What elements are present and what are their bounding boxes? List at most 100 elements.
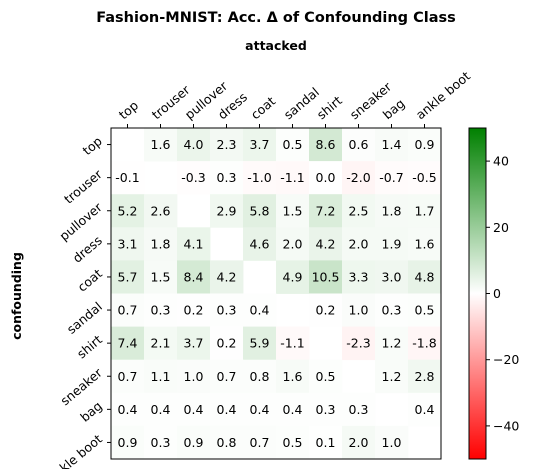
heatmap-cell [408,293,442,327]
cell-value-label: 4.2 [217,269,237,284]
heatmap-cell [210,260,244,294]
heatmap-cell [177,227,211,261]
heatmap-cell [375,128,409,162]
heatmap-cell [408,227,442,261]
cell-value-label: 0.8 [250,369,270,384]
heatmap-cell [408,392,442,427]
cell-value-label: 0.5 [283,137,303,152]
cell-value-label: -1.0 [247,170,271,185]
y-tick-label: ankle boot [45,431,105,469]
x-tick-label: coat [248,93,278,122]
cell-value-label: 2.0 [349,236,369,251]
heatmap-cell [276,260,310,294]
cell-value-label: 0.2 [316,303,336,318]
heatmap-cell [177,128,211,162]
heatmap-cell [375,260,409,294]
cell-value-label: -0.1 [115,170,139,185]
heatmap-cell [375,293,409,327]
heatmap-cell [144,425,178,460]
heatmap-cell [243,392,277,427]
cell-value-label: 3.1 [118,236,138,251]
heatmap-cell [276,161,310,195]
cell-value-label: 5.9 [250,336,270,351]
heatmap-cell [177,260,211,294]
cell-value-label: 0.3 [217,170,237,185]
heatmap-cell [177,161,211,195]
cell-value-label: 3.3 [349,269,369,284]
cell-value-label: 0.4 [151,402,171,417]
cell-value-label: 5.2 [118,203,138,218]
heatmap-cell [375,194,409,228]
cell-value-label: 2.5 [349,203,369,218]
heatmap-cell [210,326,244,361]
heatmap-cell [177,359,211,394]
heatmap-cell [375,359,409,394]
heatmap-cell-labels: 1.6 4.0 2.3 3.7 0.5 8.6 0.6 1.4 0.9 -0.1 -0.3 0.3 -1… [115,137,436,450]
cell-value-label: -0.5 [412,170,436,185]
cell-value-label: 8.4 [184,269,204,284]
plot-frame [110,127,442,460]
heatmap-cell [111,359,145,394]
cell-value-label: 0.4 [415,402,435,417]
heatmap-cell [276,392,310,427]
cell-value-label: 4.9 [283,269,303,284]
heatmap-cell [177,293,211,327]
heatmap-cell [276,227,310,261]
colorbar-tick-label: −20 [493,352,519,367]
colorbar-ticks: 40 20 0 −20 −40 [486,154,519,433]
cell-value-label: 0.5 [415,303,435,318]
y-tick-label: dress [70,233,105,266]
heatmap-cell [342,227,376,261]
heatmap-cell [144,194,178,228]
heatmap-cell [408,326,442,361]
heatmap-cell [144,326,178,361]
cell-value-label: 1.8 [382,203,402,218]
cell-value-label: 4.6 [250,236,270,251]
cell-value-label: 10.5 [312,269,340,284]
heatmap-cell [276,194,310,228]
heatmap-cell [111,227,145,261]
heatmap-cell [276,326,310,361]
cell-value-label: 4.8 [415,269,435,284]
cell-value-label: -0.3 [181,170,205,185]
cell-value-label: 1.9 [382,236,402,251]
cell-value-label: -2.3 [346,336,370,351]
heatmap-cell [144,260,178,294]
cell-value-label: 4.2 [316,236,336,251]
cell-value-label: 0.1 [316,435,336,450]
heatmap-cell [309,359,343,394]
cell-value-label: 2.3 [217,137,237,152]
heatmap-cell [210,128,244,162]
cell-value-label: 0.0 [316,170,336,185]
cell-value-label: 0.7 [118,303,138,318]
y-tick-label: trouser [61,166,106,207]
cell-value-label: 1.8 [151,236,171,251]
heatmap-cell [309,392,343,427]
heatmap-cell [408,260,442,294]
colorbar: 40 20 0 −20 −40 [468,127,519,460]
heatmap-cell [342,260,376,294]
heatmap-cell [111,326,145,361]
y-tick-label: shirt [74,332,105,362]
heatmap-cell [144,392,178,427]
heatmap-cell [342,392,376,427]
heatmap-cell [144,293,178,327]
heatmap-cell [177,392,211,427]
y-axis-label: confounding [9,252,24,340]
y-tick-labels: toptrouserpulloverdresscoatsandalshirtsn… [45,133,111,469]
colorbar-tick-label: −40 [493,418,519,433]
cell-value-label: 1.7 [415,203,435,218]
cell-value-label: 0.9 [118,435,138,450]
cell-value-label: 0.3 [151,435,171,450]
cell-value-label: 1.4 [382,137,402,152]
heatmap-cell [210,359,244,394]
heatmap-cell [210,194,244,228]
cell-value-label: 3.7 [250,137,270,152]
heatmap-cell [309,128,343,162]
heatmap-cell [144,359,178,394]
cell-value-label: 8.6 [316,137,336,152]
colorbar-tick-label: 20 [493,220,509,235]
cell-value-label: 1.5 [151,269,171,284]
cell-value-label: 5.7 [118,269,138,284]
heatmap-cell [210,293,244,327]
